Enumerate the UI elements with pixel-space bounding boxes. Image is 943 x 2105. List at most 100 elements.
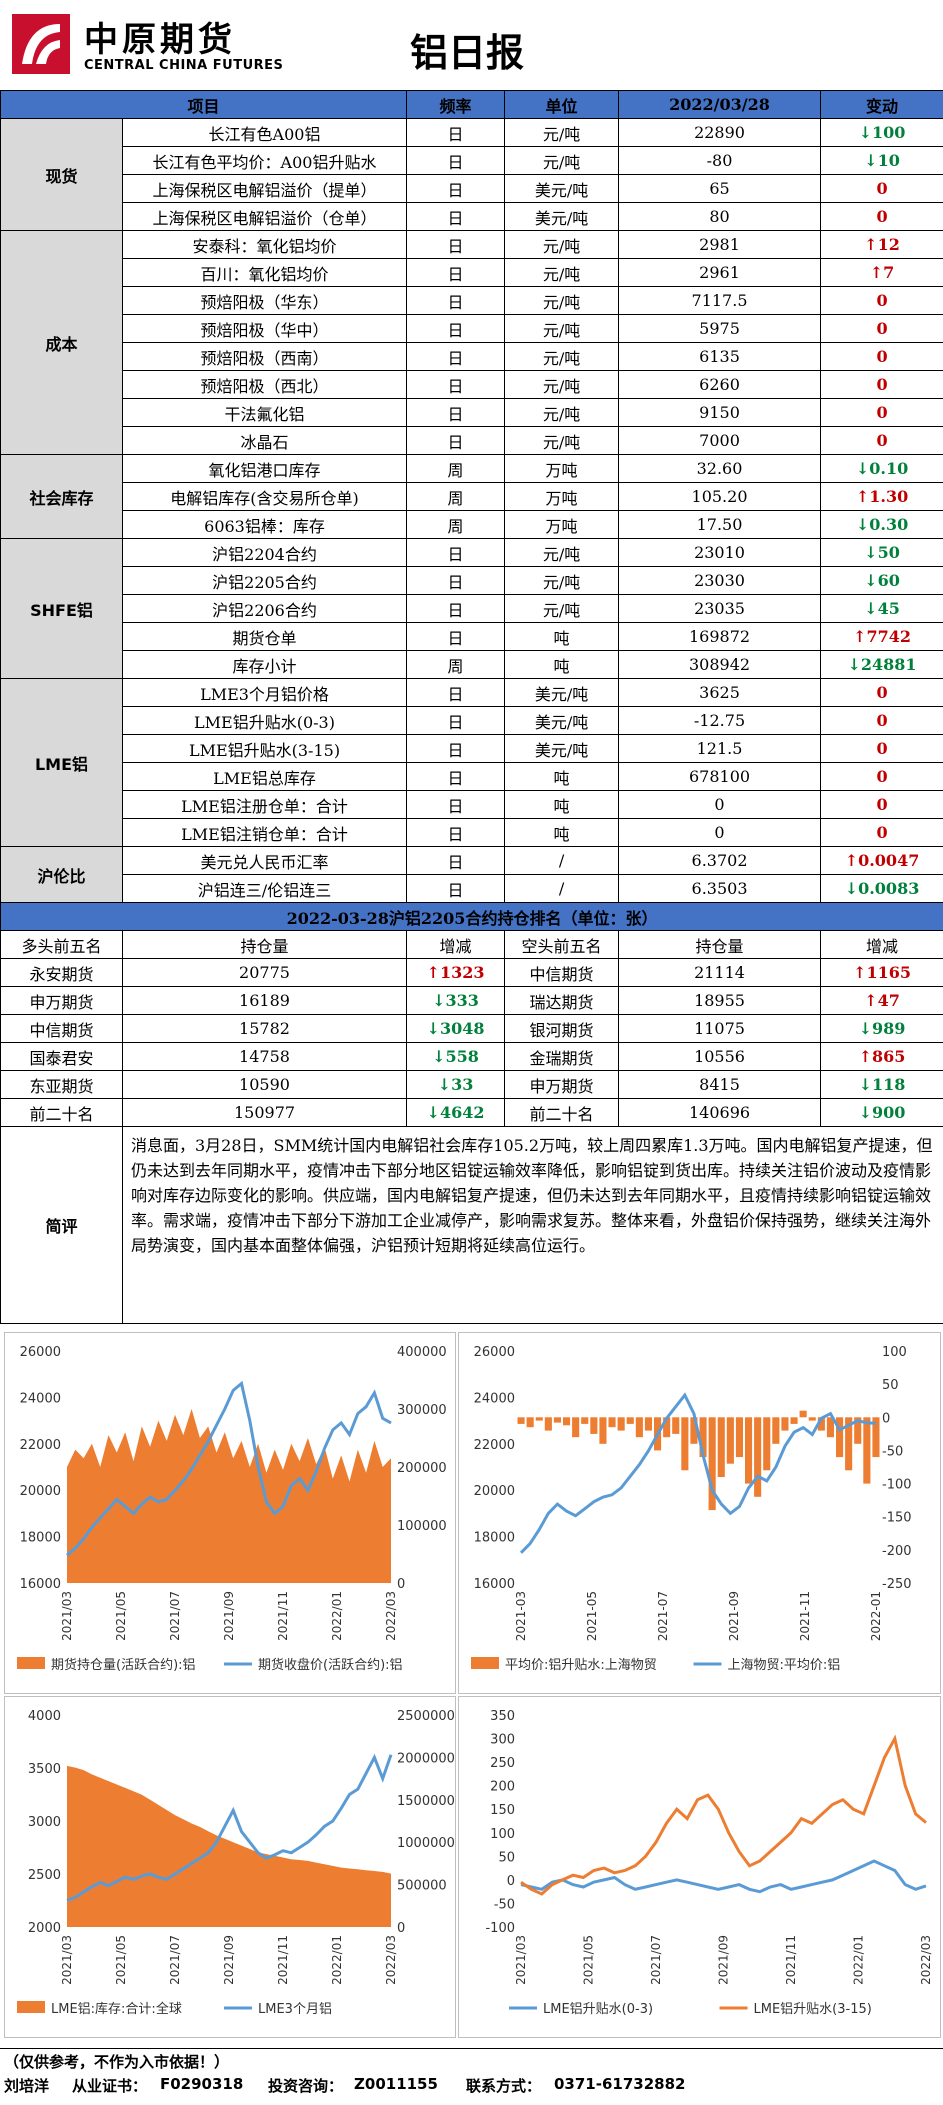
series-bar	[590, 1417, 597, 1434]
series-bar	[800, 1411, 807, 1418]
x-tick-label: 2021/07	[649, 1935, 663, 1985]
legend-swatch	[17, 2001, 45, 2013]
frequency: 日	[407, 147, 505, 175]
change: 0	[821, 371, 943, 399]
unit: /	[505, 847, 619, 875]
ranking-header: 空头前五名	[505, 931, 619, 959]
frequency: 周	[407, 511, 505, 539]
legend-label: 平均价:铝升贴水:上海物贸	[505, 1658, 657, 1673]
unit: 美元/吨	[505, 203, 619, 231]
change: ↑1.30	[821, 483, 943, 511]
y-tick-label: 20000	[474, 1484, 515, 1499]
value: 9150	[619, 399, 821, 427]
series-bar	[554, 1417, 561, 1422]
value: 7117.5	[619, 287, 821, 315]
item-name: 预焙阳极（华东）	[123, 287, 407, 315]
frequency: 日	[407, 539, 505, 567]
x-tick-label: 2022/01	[330, 1591, 344, 1641]
category-cell: 成本	[1, 231, 123, 455]
y-tick-label: 24000	[20, 1391, 61, 1406]
x-tick-label: 2021/05	[582, 1935, 596, 1985]
frequency: 日	[407, 623, 505, 651]
item-name: LME3个月铝价格	[123, 679, 407, 707]
series-line-1	[521, 1739, 926, 1894]
x-tick-label: 2021/03	[514, 1935, 528, 1985]
y2-tick-label: 2000000	[397, 1751, 455, 1766]
unit: 元/吨	[505, 147, 619, 175]
change: ↓10	[821, 147, 943, 175]
x-tick-label: 2021/11	[784, 1935, 798, 1985]
report-title: 铝日报	[410, 22, 524, 77]
series-bar	[754, 1417, 761, 1497]
x-tick-label: 2021/03	[60, 1935, 74, 1985]
unit: 元/吨	[505, 315, 619, 343]
change: 0	[821, 175, 943, 203]
item-name: 沪铝连三/伦铝连三	[123, 875, 407, 903]
long-change: ↓4642	[407, 1099, 505, 1127]
item-name: 6063铝棒：库存	[123, 511, 407, 539]
y-tick-label: 100	[490, 1827, 515, 1842]
header-cell: 单位	[505, 91, 619, 119]
unit: 美元/吨	[505, 707, 619, 735]
short-position: 10556	[619, 1043, 821, 1071]
long-member: 前二十名	[1, 1099, 123, 1127]
company-name-en: CENTRAL CHINA FUTURES	[84, 58, 283, 73]
y-tick-label: 2500	[28, 1868, 61, 1883]
item-name: 冰晶石	[123, 427, 407, 455]
ranking-title-row: 2022-03-28沪铝2205合约持仓排名（单位：张）	[1, 903, 943, 931]
frequency: 周	[407, 455, 505, 483]
short-change: ↑1165	[821, 959, 943, 987]
frequency: 日	[407, 847, 505, 875]
y-tick-label: 50	[498, 1850, 515, 1865]
ranking-header: 持仓量	[619, 931, 821, 959]
value: 23030	[619, 567, 821, 595]
x-tick-label: 2022/03	[384, 1935, 398, 1985]
x-tick-label: 2021-03	[514, 1591, 528, 1641]
value: 17.50	[619, 511, 821, 539]
unit: 吨	[505, 791, 619, 819]
value: -80	[619, 147, 821, 175]
item-name: 库存小计	[123, 651, 407, 679]
series-bar	[527, 1417, 534, 1427]
value: 5975	[619, 315, 821, 343]
frequency: 日	[407, 567, 505, 595]
value: 2981	[619, 231, 821, 259]
y-tick-label: 2000	[28, 1921, 61, 1936]
header-cell: 频率	[407, 91, 505, 119]
long-change: ↓33	[407, 1071, 505, 1099]
change: ↑7	[821, 259, 943, 287]
change: 0	[821, 679, 943, 707]
table-row: 沪铝连三/伦铝连三日/6.3503↓0.0083	[1, 875, 943, 903]
item-name: 百川：氧化铝均价	[123, 259, 407, 287]
value: 3625	[619, 679, 821, 707]
y-tick-label: 20000	[20, 1484, 61, 1499]
unit: 元/吨	[505, 343, 619, 371]
legend-label: LME铝:库存:合计:全球	[51, 2001, 182, 2017]
long-member: 申万期货	[1, 987, 123, 1015]
short-position: 18955	[619, 987, 821, 1015]
frequency: 日	[407, 343, 505, 371]
ranking-title: 2022-03-28沪铝2205合约持仓排名（单位：张）	[1, 903, 943, 931]
x-tick-label: 2021/05	[114, 1591, 128, 1641]
legend-label: LME铝升贴水(3-15)	[754, 2002, 872, 2017]
frequency: 周	[407, 651, 505, 679]
company-logo-icon	[12, 14, 70, 74]
x-tick-label: 2022/03	[384, 1591, 398, 1641]
value: 308942	[619, 651, 821, 679]
ranking-header: 持仓量	[123, 931, 407, 959]
frequency: 日	[407, 287, 505, 315]
value: 80	[619, 203, 821, 231]
frequency: 日	[407, 763, 505, 791]
